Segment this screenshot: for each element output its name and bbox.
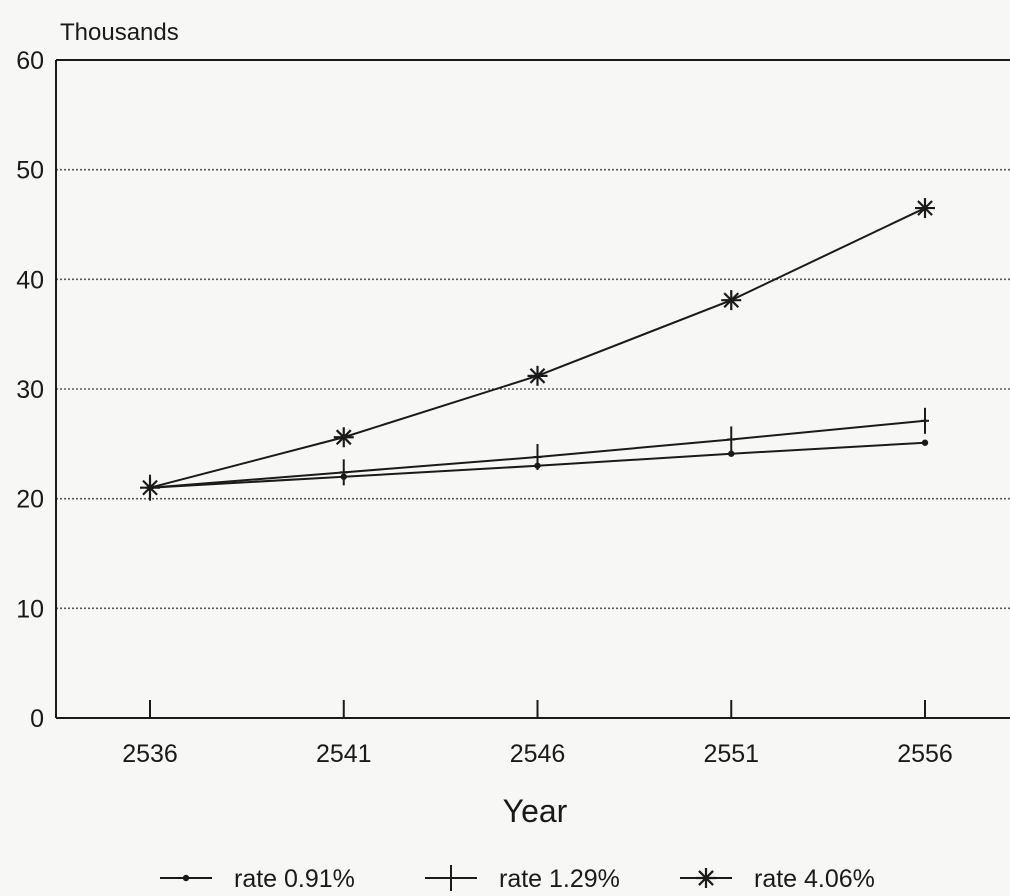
series-lines	[140, 198, 935, 501]
legend-label-3: rate 4.06%	[754, 865, 875, 893]
data-point-s3-2556	[915, 198, 935, 219]
legend-marker-1	[182, 874, 190, 882]
series-2	[146, 407, 929, 501]
data-point-s1-2551	[728, 450, 735, 457]
y-tick-labels: 0 10 20 30 40 50 60	[16, 47, 44, 733]
data-point-s2-2546	[533, 443, 542, 470]
data-point-s2-2541	[339, 459, 348, 486]
legend: rate 0.91% rate 1.29% rate 4.06%	[160, 865, 875, 893]
x-tick-label-2556: 2556	[897, 740, 953, 768]
y-tick-label-0: 0	[30, 705, 44, 733]
legend-marker-2	[447, 865, 455, 891]
axes	[55, 60, 1010, 719]
x-axis-title: Year	[503, 793, 568, 829]
y-tick-label-60: 60	[16, 47, 44, 75]
x-tick-labels: 2536 2541 2546 2551 2556	[122, 700, 953, 768]
x-tick-label-2541: 2541	[316, 740, 372, 768]
legend-label-1: rate 0.91%	[234, 865, 355, 893]
legend-item-1: rate 0.91%	[160, 865, 355, 893]
data-point-s1-2556	[921, 439, 929, 446]
series-3	[140, 198, 935, 498]
y-tick-label-20: 20	[16, 486, 44, 514]
y-tick-label-40: 40	[16, 266, 44, 294]
y-tick-label-30: 30	[16, 376, 44, 404]
data-point-s3-2536	[140, 477, 160, 498]
data-point-s2-2551	[727, 426, 736, 453]
gridlines	[56, 59, 1010, 610]
data-point-s2-2556	[921, 407, 929, 434]
y-tick-label-10: 10	[16, 595, 44, 623]
x-tick-label-2546: 2546	[510, 740, 566, 768]
legend-item-3: rate 4.06%	[680, 865, 875, 893]
x-tick-label-2536: 2536	[122, 740, 178, 768]
legend-label-2: rate 1.29%	[499, 865, 620, 893]
legend-item-2: rate 1.29%	[425, 865, 620, 893]
x-tick-label-2551: 2551	[703, 740, 759, 768]
data-point-s3-2546	[527, 365, 548, 386]
legend-marker-3	[696, 868, 716, 888]
data-point-s3-2551	[721, 290, 742, 311]
data-point-s3-2541	[333, 427, 354, 448]
y-axis-title: Thousands	[60, 19, 179, 46]
y-tick-label-50: 50	[16, 157, 44, 185]
